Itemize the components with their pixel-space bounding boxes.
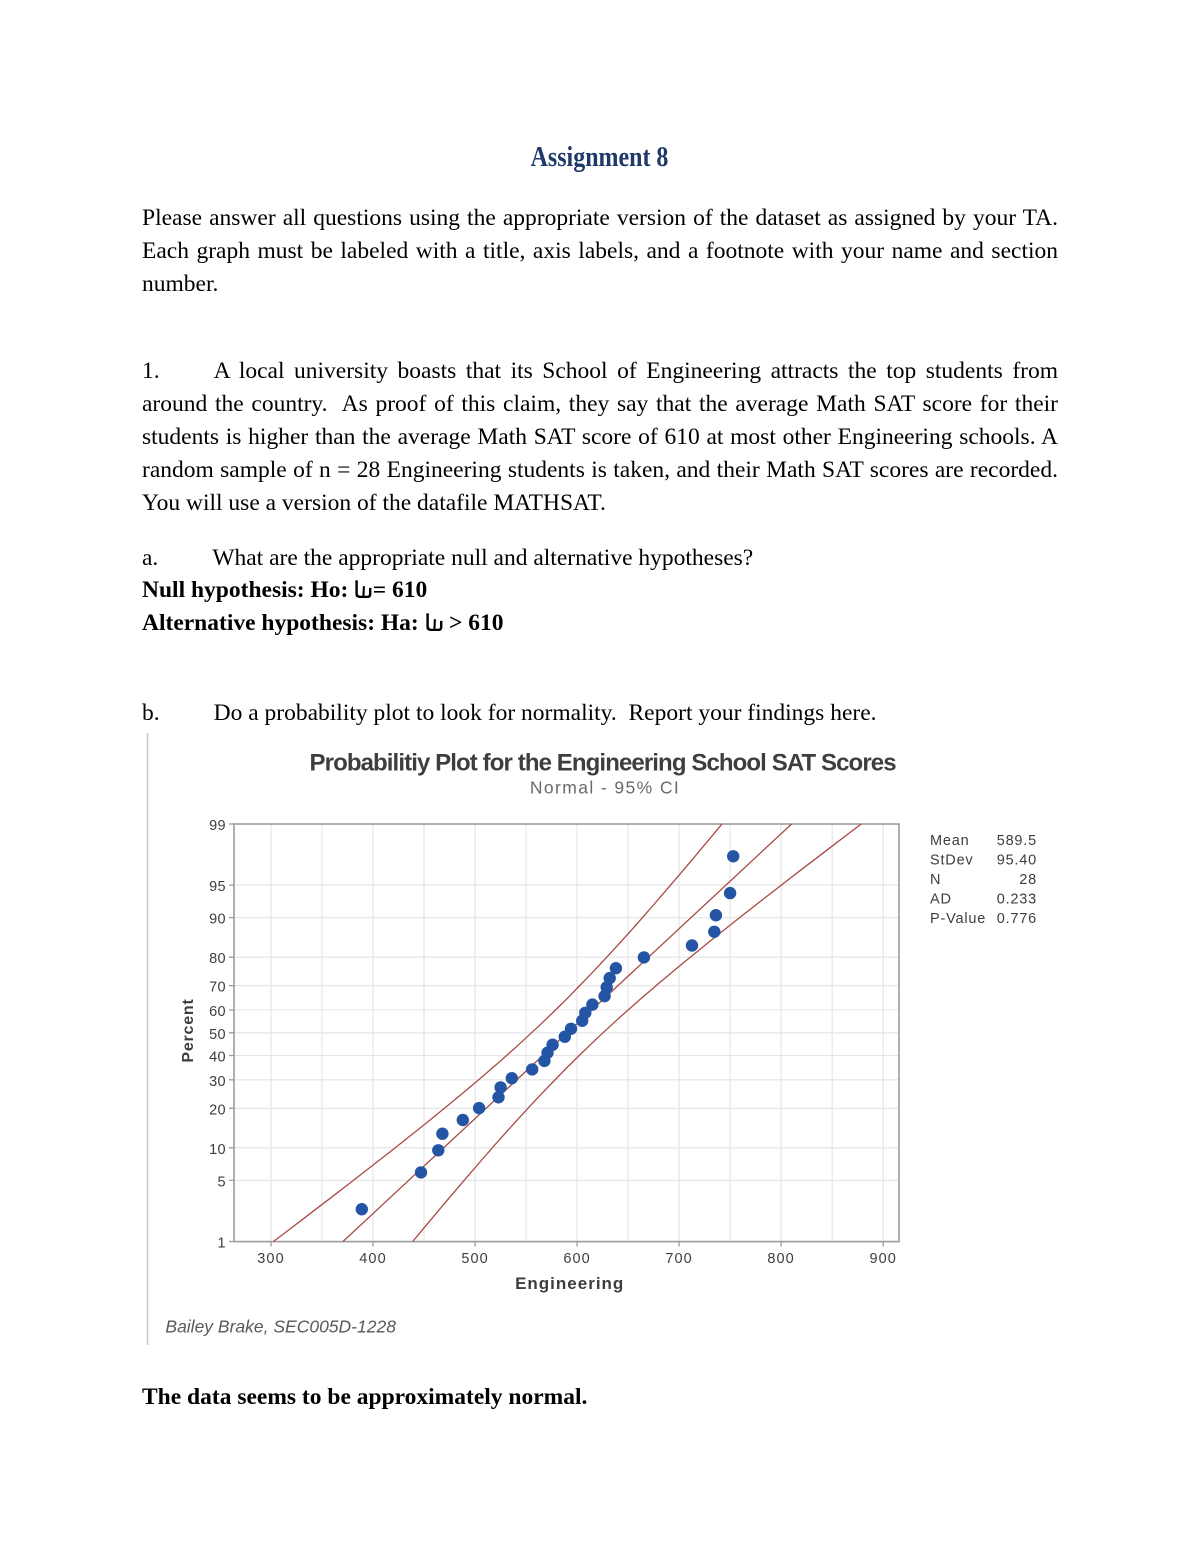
svg-text:90: 90	[209, 912, 226, 928]
svg-text:AD: AD	[930, 892, 952, 908]
svg-text:1: 1	[218, 1236, 226, 1252]
svg-text:900: 900	[869, 1251, 897, 1267]
svg-text:300: 300	[257, 1251, 285, 1267]
svg-text:StDev: StDev	[930, 853, 974, 869]
svg-text:99: 99	[209, 818, 226, 834]
svg-text:28: 28	[1019, 872, 1037, 888]
svg-text:Normal - 95% CI: Normal - 95% CI	[530, 778, 680, 798]
svg-text:N: N	[930, 872, 941, 888]
svg-text:Percent: Percent	[180, 998, 197, 1062]
svg-text:20: 20	[209, 1102, 226, 1118]
svg-text:70: 70	[209, 980, 226, 996]
svg-text:Mean: Mean	[930, 833, 969, 849]
svg-text:Probabilitiy Plot for the Engi: Probabilitiy Plot for the Engineering Sc…	[310, 750, 897, 777]
svg-text:500: 500	[461, 1251, 489, 1267]
svg-text:400: 400	[359, 1251, 387, 1267]
svg-text:95.40: 95.40	[997, 853, 1037, 869]
svg-text:600: 600	[563, 1251, 591, 1267]
svg-text:700: 700	[665, 1251, 693, 1267]
svg-text:P-Value: P-Value	[930, 911, 986, 927]
svg-text:0.776: 0.776	[997, 911, 1037, 927]
svg-text:80: 80	[209, 951, 226, 967]
svg-text:10: 10	[209, 1142, 226, 1158]
svg-text:60: 60	[209, 1004, 226, 1020]
svg-text:0.233: 0.233	[997, 892, 1037, 908]
svg-text:Engineering: Engineering	[515, 1274, 624, 1293]
svg-text:40: 40	[209, 1050, 226, 1066]
svg-text:800: 800	[767, 1251, 795, 1267]
svg-text:30: 30	[209, 1074, 226, 1090]
svg-text:50: 50	[209, 1027, 226, 1043]
svg-text:5: 5	[218, 1174, 226, 1190]
svg-text:589.5: 589.5	[997, 833, 1037, 849]
svg-text:Bailey Brake, SEC005D-1228: Bailey Brake, SEC005D-1228	[165, 1317, 396, 1337]
svg-text:95: 95	[209, 879, 226, 895]
